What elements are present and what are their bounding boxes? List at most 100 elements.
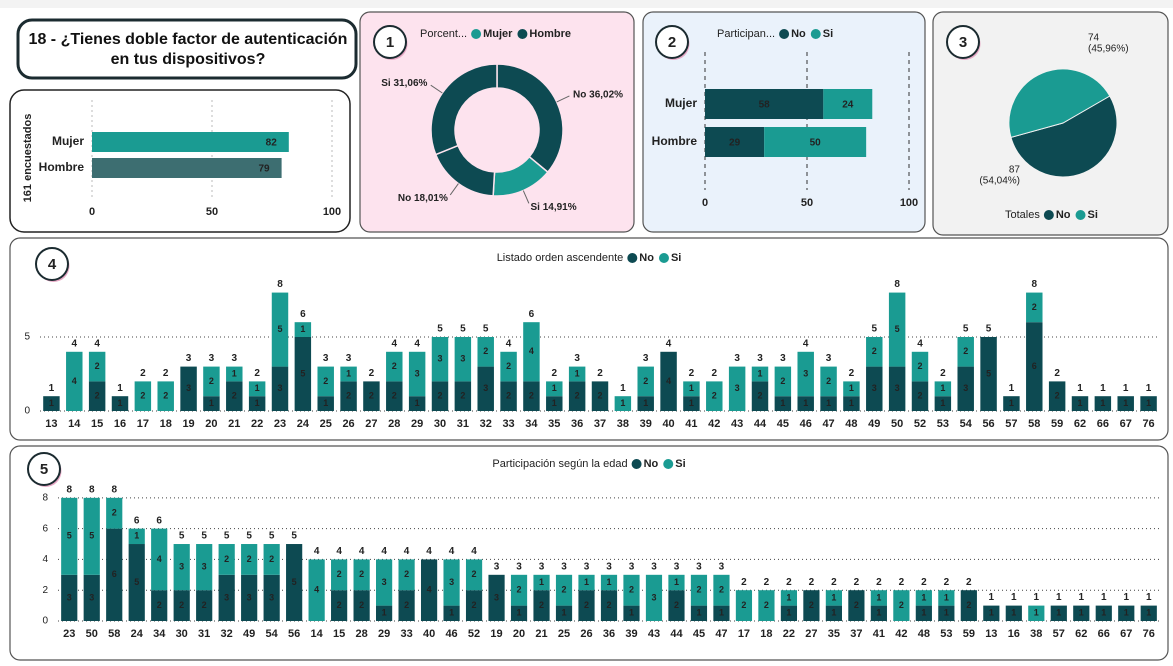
- bar-segment: [510, 605, 528, 621]
- x-tick-label: 43: [648, 628, 660, 640]
- total-label: 3: [606, 561, 612, 572]
- segment-label: 3: [895, 383, 900, 393]
- x-tick-label: 21: [228, 418, 240, 430]
- bar-segment: [797, 351, 814, 397]
- segment-label: 3: [382, 577, 387, 587]
- bar-segment: [706, 381, 723, 411]
- bar-segment: [1117, 396, 1134, 411]
- total-label: 1: [1034, 592, 1040, 603]
- segment-label: 3: [186, 383, 191, 393]
- legend-swatch: [631, 459, 642, 469]
- x-tick-label: 18: [160, 418, 172, 430]
- total-label: 8: [894, 279, 900, 290]
- legend-label: No: [639, 252, 654, 264]
- x-tick-label: 50: [801, 197, 813, 209]
- total-label: 3: [574, 353, 580, 364]
- segment-label: 4: [427, 585, 432, 595]
- legend-label: No: [1056, 209, 1071, 221]
- bar-segment: [128, 528, 145, 545]
- segment-label: 2: [780, 376, 785, 386]
- bar-segment: [1073, 605, 1090, 621]
- segment-label: 1: [876, 608, 881, 618]
- segment-label: 1: [552, 398, 557, 408]
- title: 18 - ¿Tienes doble factor de autenticaci…: [28, 31, 348, 68]
- segment-label: 2: [112, 508, 117, 518]
- x-tick-label: 46: [445, 628, 457, 640]
- segment-label: 1: [643, 398, 648, 408]
- segment-label: 1: [876, 592, 881, 602]
- bar-segment: [957, 366, 974, 411]
- segment-label: 1: [539, 577, 544, 587]
- segment-label: 5: [300, 368, 305, 378]
- card-1: [359, 11, 635, 233]
- segment-label: 2: [224, 554, 229, 564]
- bar-value-label: 79: [258, 164, 270, 175]
- bar-segment: [88, 351, 106, 382]
- bar-segment: [1071, 396, 1089, 411]
- segment-label: 1: [382, 608, 387, 618]
- y-tick-label: 8: [42, 492, 48, 503]
- bar-segment: [398, 590, 415, 621]
- bar-segment: [668, 574, 685, 591]
- bar-segment: [546, 381, 563, 397]
- segment-label: 4: [529, 346, 534, 356]
- bar-segment: [500, 351, 517, 382]
- segment-label: 3: [651, 592, 656, 602]
- total-label: 3: [584, 561, 590, 572]
- segment-label: 2: [506, 361, 511, 371]
- y-axis-label: 161 encuestados: [22, 114, 34, 203]
- x-tick-label: 43: [731, 418, 743, 430]
- bar-segment: [218, 544, 235, 575]
- total-label: 2: [741, 577, 747, 588]
- bar-segment: [454, 381, 472, 411]
- legend-swatch: [779, 29, 790, 39]
- segment-label: 1: [689, 398, 694, 408]
- x-tick-label: 40: [662, 418, 674, 430]
- x-tick-label: 17: [137, 418, 149, 430]
- total-label: 4: [94, 338, 100, 349]
- slice-value: 87: [1009, 165, 1021, 176]
- segment-label: 2: [209, 376, 214, 386]
- segment-label: 2: [854, 600, 859, 610]
- segment-label: 2: [337, 600, 342, 610]
- bar-segment: [317, 396, 334, 411]
- total-label: 3: [629, 561, 635, 572]
- segment-label: 2: [337, 569, 342, 579]
- bar-segment: [1003, 396, 1020, 411]
- x-tick-label: 22: [783, 628, 795, 640]
- segment-label: 1: [1034, 608, 1039, 618]
- slice-category: No: [398, 193, 411, 204]
- segment-label: 3: [449, 577, 454, 587]
- slice-category: No: [573, 89, 586, 100]
- total-label: 4: [917, 338, 923, 349]
- segment-label: 1: [346, 368, 351, 378]
- segment-label: 1: [255, 383, 260, 393]
- x-tick-label: 49: [868, 418, 880, 430]
- segment-label: 2: [826, 376, 831, 386]
- bar-segment: [578, 590, 595, 621]
- segment-label: 1: [575, 368, 580, 378]
- x-tick-label: 57: [1053, 628, 1065, 640]
- leader-line: [556, 95, 570, 103]
- total-label: 5: [483, 324, 489, 335]
- total-label: 5: [872, 324, 878, 335]
- total-label: 4: [404, 546, 410, 557]
- bar-segment: [500, 381, 517, 411]
- x-tick-label: 59: [963, 628, 975, 640]
- bar-segment: [331, 590, 348, 621]
- bar-segment: [66, 351, 83, 411]
- segment-label: 1: [1146, 398, 1151, 408]
- bar-segment: [614, 396, 632, 411]
- bar-segment: [218, 574, 235, 621]
- segment-label: 1: [757, 368, 762, 378]
- segment-label: 2: [899, 600, 904, 610]
- x-tick-label: 37: [850, 628, 862, 640]
- bar-segment: [668, 590, 685, 621]
- bar-segment: [533, 574, 550, 591]
- legend-swatch: [471, 29, 482, 39]
- total-label: 4: [381, 546, 387, 557]
- bar-segment: [555, 605, 573, 621]
- bar-segment: [843, 381, 860, 397]
- total-label: 2: [876, 577, 882, 588]
- bar-segment: [591, 381, 609, 411]
